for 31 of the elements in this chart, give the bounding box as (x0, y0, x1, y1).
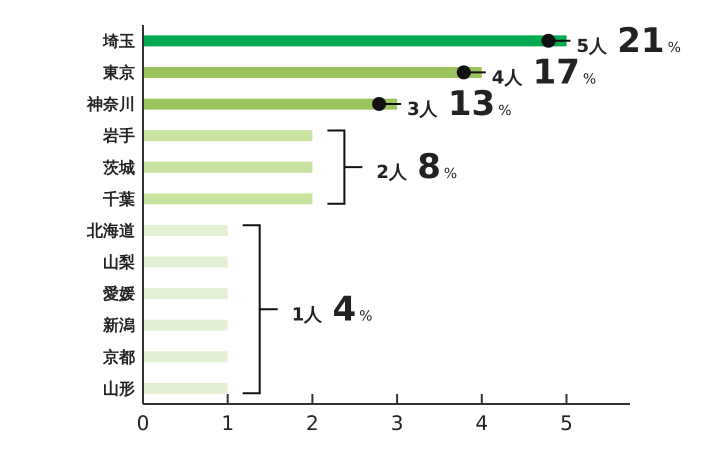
y-tick-label: 北海道 (86, 220, 136, 240)
bar (143, 288, 228, 300)
bar (143, 351, 228, 362)
y-tick-label: 埼玉 (102, 31, 135, 50)
y-tick-label: 京都 (102, 347, 135, 366)
y-tick-label: 岩手 (102, 126, 135, 146)
y-tick-label: 愛媛 (103, 284, 135, 304)
x-tick-label: 1 (221, 411, 234, 436)
y-tick-label: 山形 (103, 378, 135, 398)
y-tick-label: 茨城 (102, 158, 135, 177)
x-tick-label: 4 (475, 411, 488, 436)
annotation: 1人 4% (292, 289, 372, 330)
x-tick-label: 5 (560, 411, 573, 436)
y-tick-label: 山梨 (103, 252, 135, 272)
x-tick-label: 0 (136, 411, 150, 436)
bar (143, 320, 228, 331)
bar (143, 256, 228, 268)
x-tick-label: 2 (306, 411, 319, 436)
bar (143, 382, 228, 394)
annotation: 2人 8% (376, 147, 458, 188)
y-tick-label: 東京 (102, 63, 135, 82)
x-tick-label: 3 (390, 411, 404, 436)
bar (143, 224, 228, 236)
y-tick-label: 千葉 (102, 189, 135, 208)
bar (143, 193, 312, 204)
bar (143, 98, 398, 110)
bar (143, 35, 566, 46)
bar (143, 162, 312, 173)
y-tick-label: 神奈川 (86, 94, 135, 114)
bar (143, 130, 312, 142)
y-tick-label: 新潟 (102, 316, 135, 335)
